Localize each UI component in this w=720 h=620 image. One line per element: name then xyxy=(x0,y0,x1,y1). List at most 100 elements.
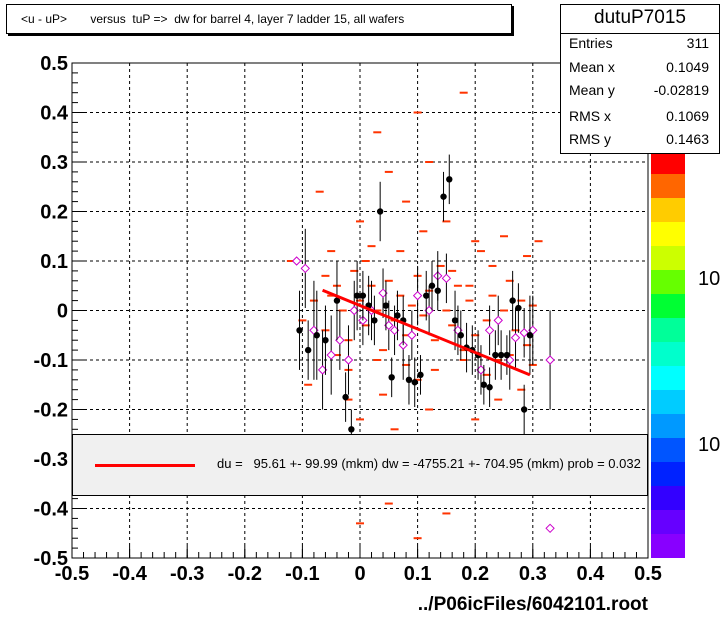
fit-line xyxy=(321,288,531,377)
hist-cell xyxy=(471,240,480,243)
hist-cell xyxy=(379,349,388,352)
y-tick-label: -0.4 xyxy=(34,499,69,521)
profile-point xyxy=(411,379,418,386)
x-tick-label: 0.1 xyxy=(404,563,432,585)
profile-point xyxy=(457,332,464,339)
hist-cell xyxy=(373,309,382,312)
profile-point xyxy=(376,208,384,215)
hist-cell xyxy=(384,502,393,505)
hist-cell xyxy=(459,359,468,361)
hist-cell xyxy=(505,279,514,282)
hist-cell xyxy=(425,161,434,163)
y-tick-label: 0 xyxy=(57,301,68,323)
profile-point xyxy=(451,317,459,324)
hist-cell xyxy=(373,131,382,134)
hist-cell xyxy=(459,91,468,94)
hist-cell xyxy=(327,294,336,297)
color-scale-band xyxy=(651,486,685,511)
y-tick-label: 0.1 xyxy=(40,251,68,273)
hist-cell xyxy=(500,309,508,312)
color-scale-band xyxy=(651,438,685,463)
profile-point xyxy=(520,406,528,413)
stats-row-rms-y: RMS y 0.1463 xyxy=(569,131,709,153)
hist-cell xyxy=(459,349,468,352)
stats-label: RMS x xyxy=(569,108,611,124)
hist-cell xyxy=(471,418,480,421)
profile-point xyxy=(503,351,511,359)
profile-point xyxy=(480,381,488,388)
hist-cell xyxy=(534,240,543,243)
hist-cell xyxy=(356,299,364,302)
profile-point xyxy=(526,332,534,339)
profile-point xyxy=(304,346,312,354)
hist-cell xyxy=(430,339,439,342)
x-tick-label: 0 xyxy=(354,563,365,585)
color-scale-band xyxy=(651,318,685,343)
hist-cell xyxy=(494,398,503,401)
color-scale-band xyxy=(651,198,685,223)
hist-cell xyxy=(304,383,313,386)
x-tick-label: 0.4 xyxy=(576,563,605,585)
open-point xyxy=(493,315,503,326)
hist-cell xyxy=(482,373,491,376)
x-tick-label: -0.1 xyxy=(285,563,319,585)
open-point xyxy=(343,355,354,365)
profile-point xyxy=(296,327,303,334)
x-tick-label: -0.2 xyxy=(228,563,262,585)
color-scale-band xyxy=(651,414,685,439)
y-tick-label: 0.4 xyxy=(40,103,69,125)
stats-value: 311 xyxy=(686,35,709,51)
color-scale-band xyxy=(651,174,685,199)
y-tick-label: -0.3 xyxy=(34,449,68,471)
hist-cell xyxy=(321,274,330,277)
color-scale-band xyxy=(651,534,685,558)
profile-point xyxy=(446,176,453,183)
fit-line-sample xyxy=(95,464,195,467)
fit-legend: du = 95.61 +- 99.99 (mkm) dw = -4755.21 … xyxy=(72,434,648,496)
color-scale-band xyxy=(651,462,685,487)
hist-cell xyxy=(315,190,324,193)
profile-point xyxy=(388,374,395,381)
axes: -0.5-0.5 -0.4 -0.4 -0.3 -0.3 -0.2 -0.2 -0.1 -0.1… xyxy=(34,53,662,585)
hist-cell xyxy=(373,359,382,361)
profile-point xyxy=(371,317,378,324)
profile-point xyxy=(353,292,361,299)
open-point xyxy=(300,263,310,274)
hist-cell xyxy=(407,304,416,307)
color-scale-band xyxy=(651,390,685,415)
x-tick-label: 0.2 xyxy=(461,563,489,585)
profile-point xyxy=(497,351,505,359)
hist-cell xyxy=(344,398,353,401)
fit-legend-text: du = 95.61 +- 99.99 (mkm) dw = -4755.21 … xyxy=(217,456,641,471)
profile-point xyxy=(394,312,401,319)
hist-cell xyxy=(448,324,457,327)
hist-cell xyxy=(361,324,370,327)
stats-value: 0.1463 xyxy=(666,131,709,147)
profile-point xyxy=(313,332,320,339)
hist-cell xyxy=(494,359,503,361)
open-point xyxy=(519,328,529,338)
stats-row-entries: Entries 311 xyxy=(569,35,709,57)
x-tick-label: -0.4 xyxy=(112,563,147,585)
hist-cell xyxy=(500,235,508,238)
profile-point xyxy=(359,292,367,299)
y-tick-label: -0.2 xyxy=(34,400,68,422)
x-tick-label: 0.5 xyxy=(634,563,662,585)
hist-cell xyxy=(361,260,370,262)
hist-cell xyxy=(384,170,393,173)
hist-cell xyxy=(430,368,439,371)
open-point xyxy=(441,273,452,284)
hist-cell xyxy=(442,512,451,515)
hist-cell xyxy=(442,220,451,223)
hist-cell xyxy=(488,294,497,297)
stats-label: Mean x xyxy=(569,59,615,75)
hist-cell xyxy=(327,250,336,253)
profile-point xyxy=(428,282,436,289)
profile-point xyxy=(509,297,516,304)
stats-value: 0.1069 xyxy=(666,108,709,124)
footer-filename: ../P06icFiles/6042101.root xyxy=(417,594,648,615)
color-scale-band xyxy=(651,222,685,247)
stats-value: 0.1049 xyxy=(666,59,709,75)
hist-cell xyxy=(442,309,451,312)
stats-label: RMS y xyxy=(569,131,611,147)
